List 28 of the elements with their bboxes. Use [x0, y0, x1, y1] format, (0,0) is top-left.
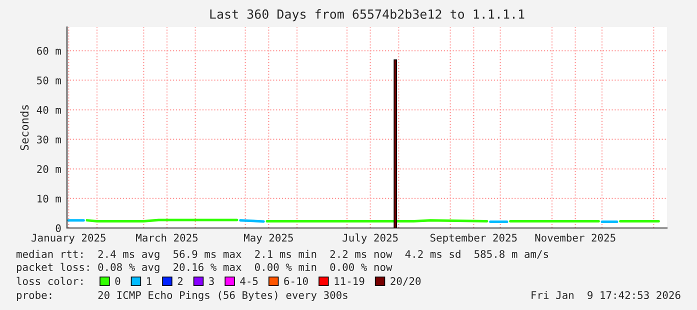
x-tick-label: March 2025 — [136, 234, 198, 242]
legend-label: 0 — [115, 277, 120, 286]
y-tick-label: 0 — [56, 224, 61, 232]
text: median rtt: 2.4 ms avg 56.9 ms max 2.1 ms min 2.2 ms now 4.2 ms sd 585.8 m am/s — [16, 250, 548, 260]
legend-label: 1 — [147, 277, 152, 285]
x-tick-label: January 2025 — [32, 234, 106, 244]
x-tick-label: May 2025 — [244, 234, 293, 244]
chart-title: Last 360 Days from 65574b2b3e12 to 1.1.1.1 — [210, 9, 524, 22]
legend-label: 20/20 — [390, 277, 421, 286]
x-tick-label: July 2025 — [342, 234, 398, 244]
y-tick-label: 10 m — [38, 194, 61, 203]
text: probe: 20 ICMP Echo Pings (56 Bytes) every 300s — [16, 290, 348, 302]
x-tick-label: November 2025 — [535, 234, 616, 242]
y-axis-title: Seconds — [20, 105, 29, 150]
y-tick-label: 20 m — [37, 165, 61, 174]
y-tick-label: 60 m — [37, 46, 61, 55]
text: packet loss: 0.08 % avg 20.16 % max 0.00 % min 0.00 % now — [16, 262, 392, 274]
y-tick-label: 30 m — [37, 136, 61, 144]
y-tick-label: 50 m — [37, 76, 61, 84]
legend-title: loss color: — [16, 276, 82, 286]
x-tick-label: September 2025 — [430, 234, 517, 244]
legend-label: 6-10 — [284, 277, 308, 286]
legend-label: 11-19 — [334, 277, 364, 286]
text: Fri Jan 9 17:42:53 2026 — [532, 290, 680, 300]
legend-label: 4-5 — [240, 277, 258, 286]
y-tick-label: 40 m — [36, 106, 61, 114]
legend-label: 2 — [178, 277, 183, 285]
legend-label: 3 — [209, 277, 214, 286]
